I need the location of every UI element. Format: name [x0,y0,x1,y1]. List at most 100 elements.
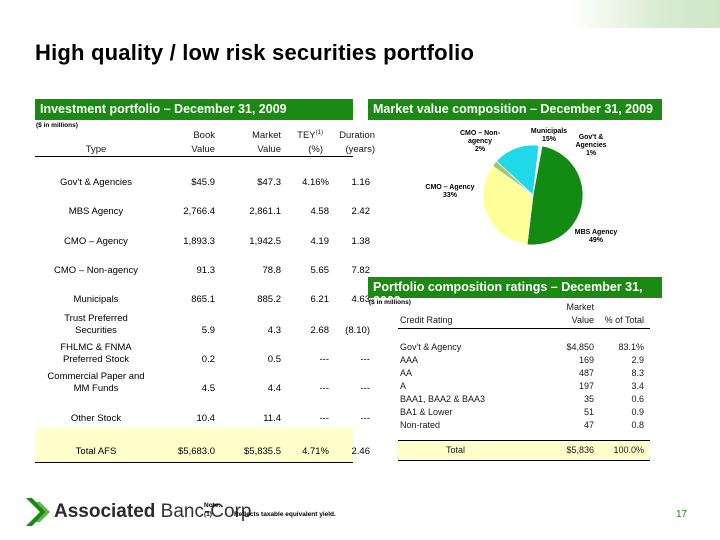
row-tey: 5.65 [310,265,330,276]
col-market-line1: Market [251,130,281,141]
note-title: Note: [204,502,221,509]
row-pct: 8.3 [631,368,644,378]
row-type-line2: Securities [75,325,117,336]
row-market: 1,942.5 [249,236,281,247]
row-book: 10.4 [196,413,216,424]
company-logo: Associated Banc-Corp [24,496,264,528]
row-duration: --- [360,354,371,365]
investment-panel-header: Investment portfolio – December 31, 2009 [35,99,353,120]
total-value: $5,836 [566,445,594,455]
col-market-line2: Value [257,144,281,155]
row-book: 91.3 [196,265,216,276]
row-type: Municipals [73,294,119,305]
row-duration: 7.82 [351,265,371,276]
row-rating: BAA1, BAA2 & BAA3 [400,394,486,404]
pie-slice-mbs-agency [526,145,584,246]
logo-chevron-icon [26,498,50,526]
market-composition-header: Market value composition – December 31, … [368,99,662,120]
row-book: $45.9 [191,177,215,188]
row-pct: 3.4 [631,381,644,391]
total-market: $5,835.5 [244,446,281,457]
row-tey: --- [319,354,330,365]
col-market-line2: Value [571,315,594,325]
row-value: 51 [583,407,594,417]
row-duration: --- [360,413,371,424]
row-market: 4.4 [267,383,281,394]
investment-header-rule [35,156,353,157]
market-composition-pie [482,144,584,246]
row-market: 2,861.1 [249,206,281,217]
row-market: 885.2 [257,294,281,305]
row-market: 78.8 [262,265,282,276]
row-duration: 1.38 [351,236,371,247]
total-duration: 2.46 [351,446,371,457]
row-pct: 2.9 [631,355,644,365]
corner-decoration [570,0,720,28]
row-pct: 0.8 [631,420,644,430]
col-pct-total: % of Total [604,315,644,325]
col-type: Type [85,144,107,155]
row-tey: 4.16% [302,177,329,188]
row-type-line2: Preferred Stock [63,354,129,365]
pie-label-municipals: Municipals 15% [530,128,568,143]
ratings-panel-header: Portfolio composition ratings – December… [368,277,662,308]
col-credit-rating: Credit Rating [400,315,453,325]
row-rating: Non-rated [400,420,441,430]
row-duration: 4.63 [351,294,371,305]
col-duration-line1: Duration [339,130,375,141]
row-book: 2,766.4 [183,206,215,217]
row-book: 5.9 [201,325,215,336]
page-number: 17 [676,509,688,520]
row-type: Gov't & Agencies [59,177,133,188]
row-book: 865.1 [191,294,215,305]
row-book: 1,893.3 [183,236,215,247]
investment-units: ($ in millions) [36,122,78,129]
row-tey: --- [319,413,330,424]
row-pct: 0.6 [631,394,644,404]
total-label: Total [445,445,465,455]
row-book: 0.2 [201,354,215,365]
page-title: High quality / low risk securities portf… [35,40,475,65]
row-tey: 2.68 [310,325,330,336]
total-pct: 100.0% [613,445,644,455]
row-market: 11.4 [263,413,281,424]
row-type: MBS Agency [68,206,124,217]
row-value: 487 [578,368,594,378]
row-type-line1: FHLMC & FNMA [60,342,132,353]
pie-label-cmo-non-agency: CMO – Non- agency 2% [459,130,501,153]
row-tey: 6.21 [310,294,330,305]
total-tey: 4.71% [302,446,329,457]
row-rating: AAA [400,355,419,365]
row-type-line2: MM Funds [73,383,119,394]
ratings-header-rule [398,328,650,329]
investment-bottom-rule [35,462,353,463]
pie-slice-municipals [495,144,540,196]
row-duration: 2.42 [351,206,371,217]
row-rating: BA1 & Lower [400,407,453,417]
ratings-total-top-rule [398,440,650,441]
col-book-line2: Value [191,144,215,155]
row-market: 4.3 [267,325,281,336]
pie-label-govt-agencies: Gov't & Agencies 1% [575,134,607,157]
row-type-line1: Commercial Paper and [47,371,145,382]
row-type: CMO – Agency [64,236,128,247]
row-rating: AA [400,368,413,378]
ratings-bottom-rule [398,460,650,461]
row-value: 35 [583,394,594,404]
row-type: Other Stock [70,413,122,424]
ratings-units: ($ in millions) [369,299,411,306]
col-tey-line1: TEY(1) [297,130,323,142]
row-rating: Gov't & Agency [400,342,462,352]
row-market: 0.5 [267,354,281,365]
row-book: 4.5 [201,383,215,394]
row-pct: 0.9 [631,407,644,417]
row-rating: A [400,381,407,391]
row-value: 169 [578,355,594,365]
row-market: $47.3 [257,177,281,188]
row-pct: 83.1% [618,342,644,352]
row-value: 47 [583,420,594,430]
col-duration-line2: (years) [345,144,375,155]
row-tey: 4.19 [310,236,330,247]
pie-slice-cmo-agency [482,165,534,246]
row-tey: --- [319,383,330,394]
